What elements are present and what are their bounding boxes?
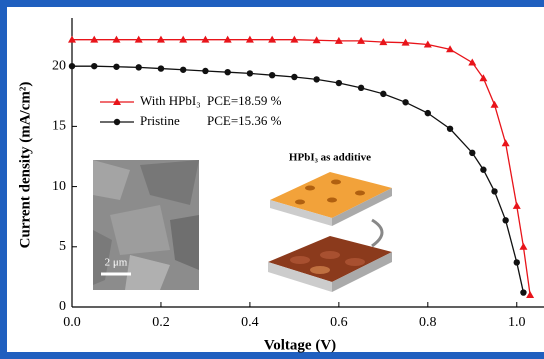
data-point [224,69,230,75]
data-point [491,188,497,194]
data-point [69,63,75,69]
y-tick-label: 0 [59,299,66,314]
data-point [402,99,408,105]
x-tick-label: 0.8 [419,315,437,330]
x-tick-label: 1.0 [508,315,526,330]
data-point [358,85,364,91]
data-point [447,126,453,132]
data-point [158,65,164,71]
y-axis-label: Current density (mA/cm²) [17,82,33,249]
x-tick-label: 0.2 [152,315,170,330]
y-tick-label: 15 [52,119,66,134]
page: 2 μm HPbI₃ as additive Voltage (V) Curre… [0,0,544,359]
y-tick-label: 20 [52,58,66,73]
data-point [469,150,475,156]
y-tick-label: 10 [52,179,66,194]
data-point [514,259,520,265]
data-point [269,72,275,78]
x-axis-label: Voltage (V) [264,337,336,353]
data-point [180,67,186,73]
scale-bar-label: 2 μm [105,257,128,269]
legend-label: Pristine [140,113,180,128]
data-point [91,63,97,69]
legend-marker [114,119,120,125]
x-tick-label: 0.0 [63,315,81,330]
data-point [291,74,297,80]
data-point [136,64,142,70]
chart: 2 μm HPbI₃ as additive Voltage (V) Curre… [0,0,544,359]
y-tick-label: 5 [59,239,66,254]
x-tick-label: 0.4 [241,315,259,330]
data-point [380,91,386,97]
schematic-title: HPbI₃ as additive [289,152,371,164]
background [7,7,544,352]
legend-annotation: PCE=18.59 % [207,93,282,108]
sem-inset [93,160,199,290]
data-point [520,289,526,295]
data-point [313,76,319,82]
x-tick-label: 0.6 [330,315,348,330]
data-point [202,68,208,74]
data-point [480,167,486,173]
data-point [502,217,508,223]
data-point [247,70,253,76]
data-point [425,110,431,116]
legend-label: With HPbI₃ [140,93,201,108]
legend-annotation: PCE=15.36 % [207,113,282,128]
data-point [336,80,342,86]
data-point [113,64,119,70]
